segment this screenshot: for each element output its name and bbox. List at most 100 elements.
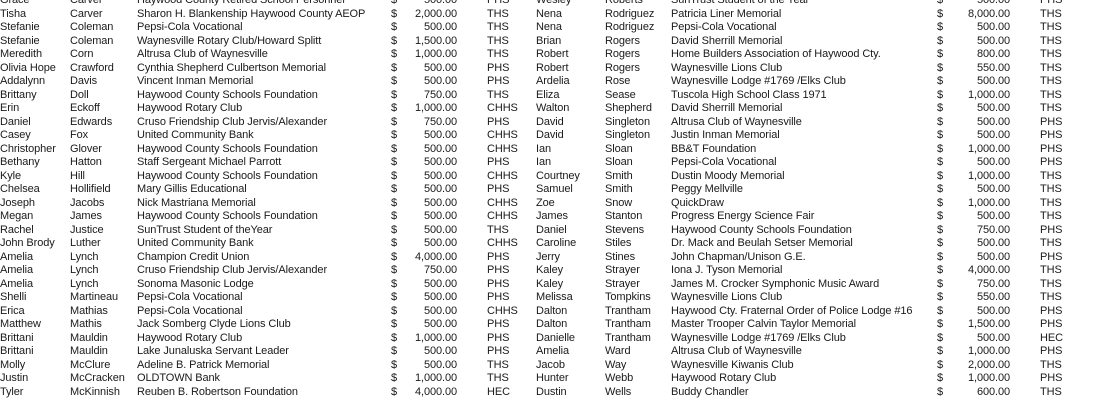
last-name: Trantham xyxy=(605,318,651,330)
school: THS xyxy=(1040,21,1062,33)
last-name: Mathias xyxy=(70,304,108,317)
amount: 550.00 xyxy=(976,291,1010,303)
scholarship: Pepsi-Cola Vocational xyxy=(137,21,243,33)
amount: 500.00 xyxy=(976,156,1010,168)
school: THS xyxy=(487,358,509,371)
last-name: Hollifield xyxy=(70,183,111,195)
scholarship: Pepsi-Cola Vocational xyxy=(137,304,243,317)
school: PHS xyxy=(487,61,510,74)
scholarship: Dr. Mack and Beulah Setser Memorial xyxy=(671,237,853,249)
amount: 500.00 xyxy=(423,61,457,74)
scholarship: Reuben B. Robertson Foundation xyxy=(137,385,298,398)
amount: 500.00 xyxy=(976,183,1010,195)
first-name: Tisha xyxy=(0,7,26,20)
first-name: Amelia xyxy=(0,277,34,290)
currency: $ xyxy=(937,75,944,87)
scholarship: Waynesville Lions Club xyxy=(671,61,783,74)
first-name: Ardelia xyxy=(536,75,570,87)
amount: 750.00 xyxy=(976,223,1010,236)
currency: $ xyxy=(391,102,398,114)
first-name: David xyxy=(536,115,564,128)
first-name: Kyle xyxy=(0,169,21,182)
school: PHS xyxy=(487,318,510,330)
school: PHS xyxy=(487,291,510,303)
school: HEC xyxy=(1040,331,1063,344)
currency: $ xyxy=(937,304,944,317)
first-name: Megan xyxy=(0,210,34,222)
amount: 750.00 xyxy=(423,115,457,128)
scholarship: Altrusa Club of Waynesville xyxy=(137,48,268,60)
school: HEC xyxy=(487,385,510,398)
scholarship: Haywood County Schools Foundation xyxy=(137,210,318,222)
amount: 500.00 xyxy=(423,210,457,222)
amount: 500.00 xyxy=(423,129,457,141)
first-name: Ian xyxy=(536,142,551,155)
first-name: Zoe xyxy=(536,196,555,209)
currency: $ xyxy=(937,156,944,168)
first-name: Amelia xyxy=(536,345,570,357)
scholarship: Pepsi-Cola Vocational xyxy=(671,21,777,33)
first-name: Melissa xyxy=(536,291,573,303)
last-name: Smith xyxy=(605,169,633,182)
first-name: Danielle xyxy=(536,331,575,344)
first-name: Chelsea xyxy=(0,183,40,195)
first-name: Walton xyxy=(536,102,570,114)
last-name: Corn xyxy=(70,48,94,60)
school: CHHS xyxy=(487,169,518,182)
scholarship: Waynesville Kiwanis Club xyxy=(671,358,794,371)
school: PHS xyxy=(487,115,510,128)
amount: 500.00 xyxy=(423,318,457,330)
currency: $ xyxy=(937,385,944,398)
first-name: Amelia xyxy=(0,250,34,263)
scholarship: Cynthia Shepherd Culbertson Memorial xyxy=(137,61,326,74)
first-name: Meredith xyxy=(0,48,42,60)
first-name: Jerry xyxy=(536,250,560,263)
last-name: Smith xyxy=(605,183,633,195)
amount: 550.00 xyxy=(976,61,1010,74)
first-name: Daniel xyxy=(536,223,567,236)
amount: 500.00 xyxy=(976,75,1010,87)
scholarship: Iona J. Tyson Memorial xyxy=(671,264,783,276)
school: PHS xyxy=(1040,223,1063,236)
last-name: Carver xyxy=(70,7,103,20)
first-name: Dustin xyxy=(536,385,567,398)
amount: 500.00 xyxy=(976,250,1010,263)
currency: $ xyxy=(937,210,944,222)
last-name: Edwards xyxy=(70,115,113,128)
amount: 4,000.00 xyxy=(967,264,1010,276)
amount: 500.00 xyxy=(423,21,457,33)
scholarship: Sonoma Masonic Lodge xyxy=(137,277,254,290)
last-name: Stines xyxy=(605,250,635,263)
scholarship: Champion Credit Union xyxy=(137,250,250,263)
last-name: Stevens xyxy=(605,223,645,236)
school: THS xyxy=(1040,237,1062,249)
last-name: Rodriguez xyxy=(605,7,655,20)
currency: $ xyxy=(937,7,944,20)
first-name: Casey xyxy=(0,129,31,141)
currency: $ xyxy=(937,196,944,209)
amount: 500.00 xyxy=(976,115,1010,128)
amount: 1,000.00 xyxy=(967,196,1010,209)
amount: 1,000.00 xyxy=(967,345,1010,357)
last-name: Mathis xyxy=(70,318,102,330)
school: CHHS xyxy=(487,210,518,222)
last-name: Singleton xyxy=(605,129,650,141)
first-name: Nena xyxy=(536,7,562,20)
last-name: Lynch xyxy=(70,250,99,263)
currency: $ xyxy=(391,169,398,182)
scholarship: Haywood Rotary Club xyxy=(137,331,243,344)
school: THS xyxy=(487,88,509,101)
currency: $ xyxy=(937,129,944,141)
currency: $ xyxy=(391,7,398,20)
amount: 500.00 xyxy=(423,304,457,317)
school: PHS xyxy=(1040,129,1063,141)
currency: $ xyxy=(937,34,944,47)
amount: 500.00 xyxy=(976,304,1010,317)
last-name: Rogers xyxy=(605,61,640,74)
scholarship: James M. Crocker Symphonic Music Award xyxy=(671,277,880,290)
amount: 500.00 xyxy=(423,156,457,168)
school: PHS xyxy=(487,345,510,357)
scholarship: United Community Bank xyxy=(137,129,254,141)
school: PHS xyxy=(487,156,510,168)
first-name: Brittani xyxy=(0,331,34,344)
